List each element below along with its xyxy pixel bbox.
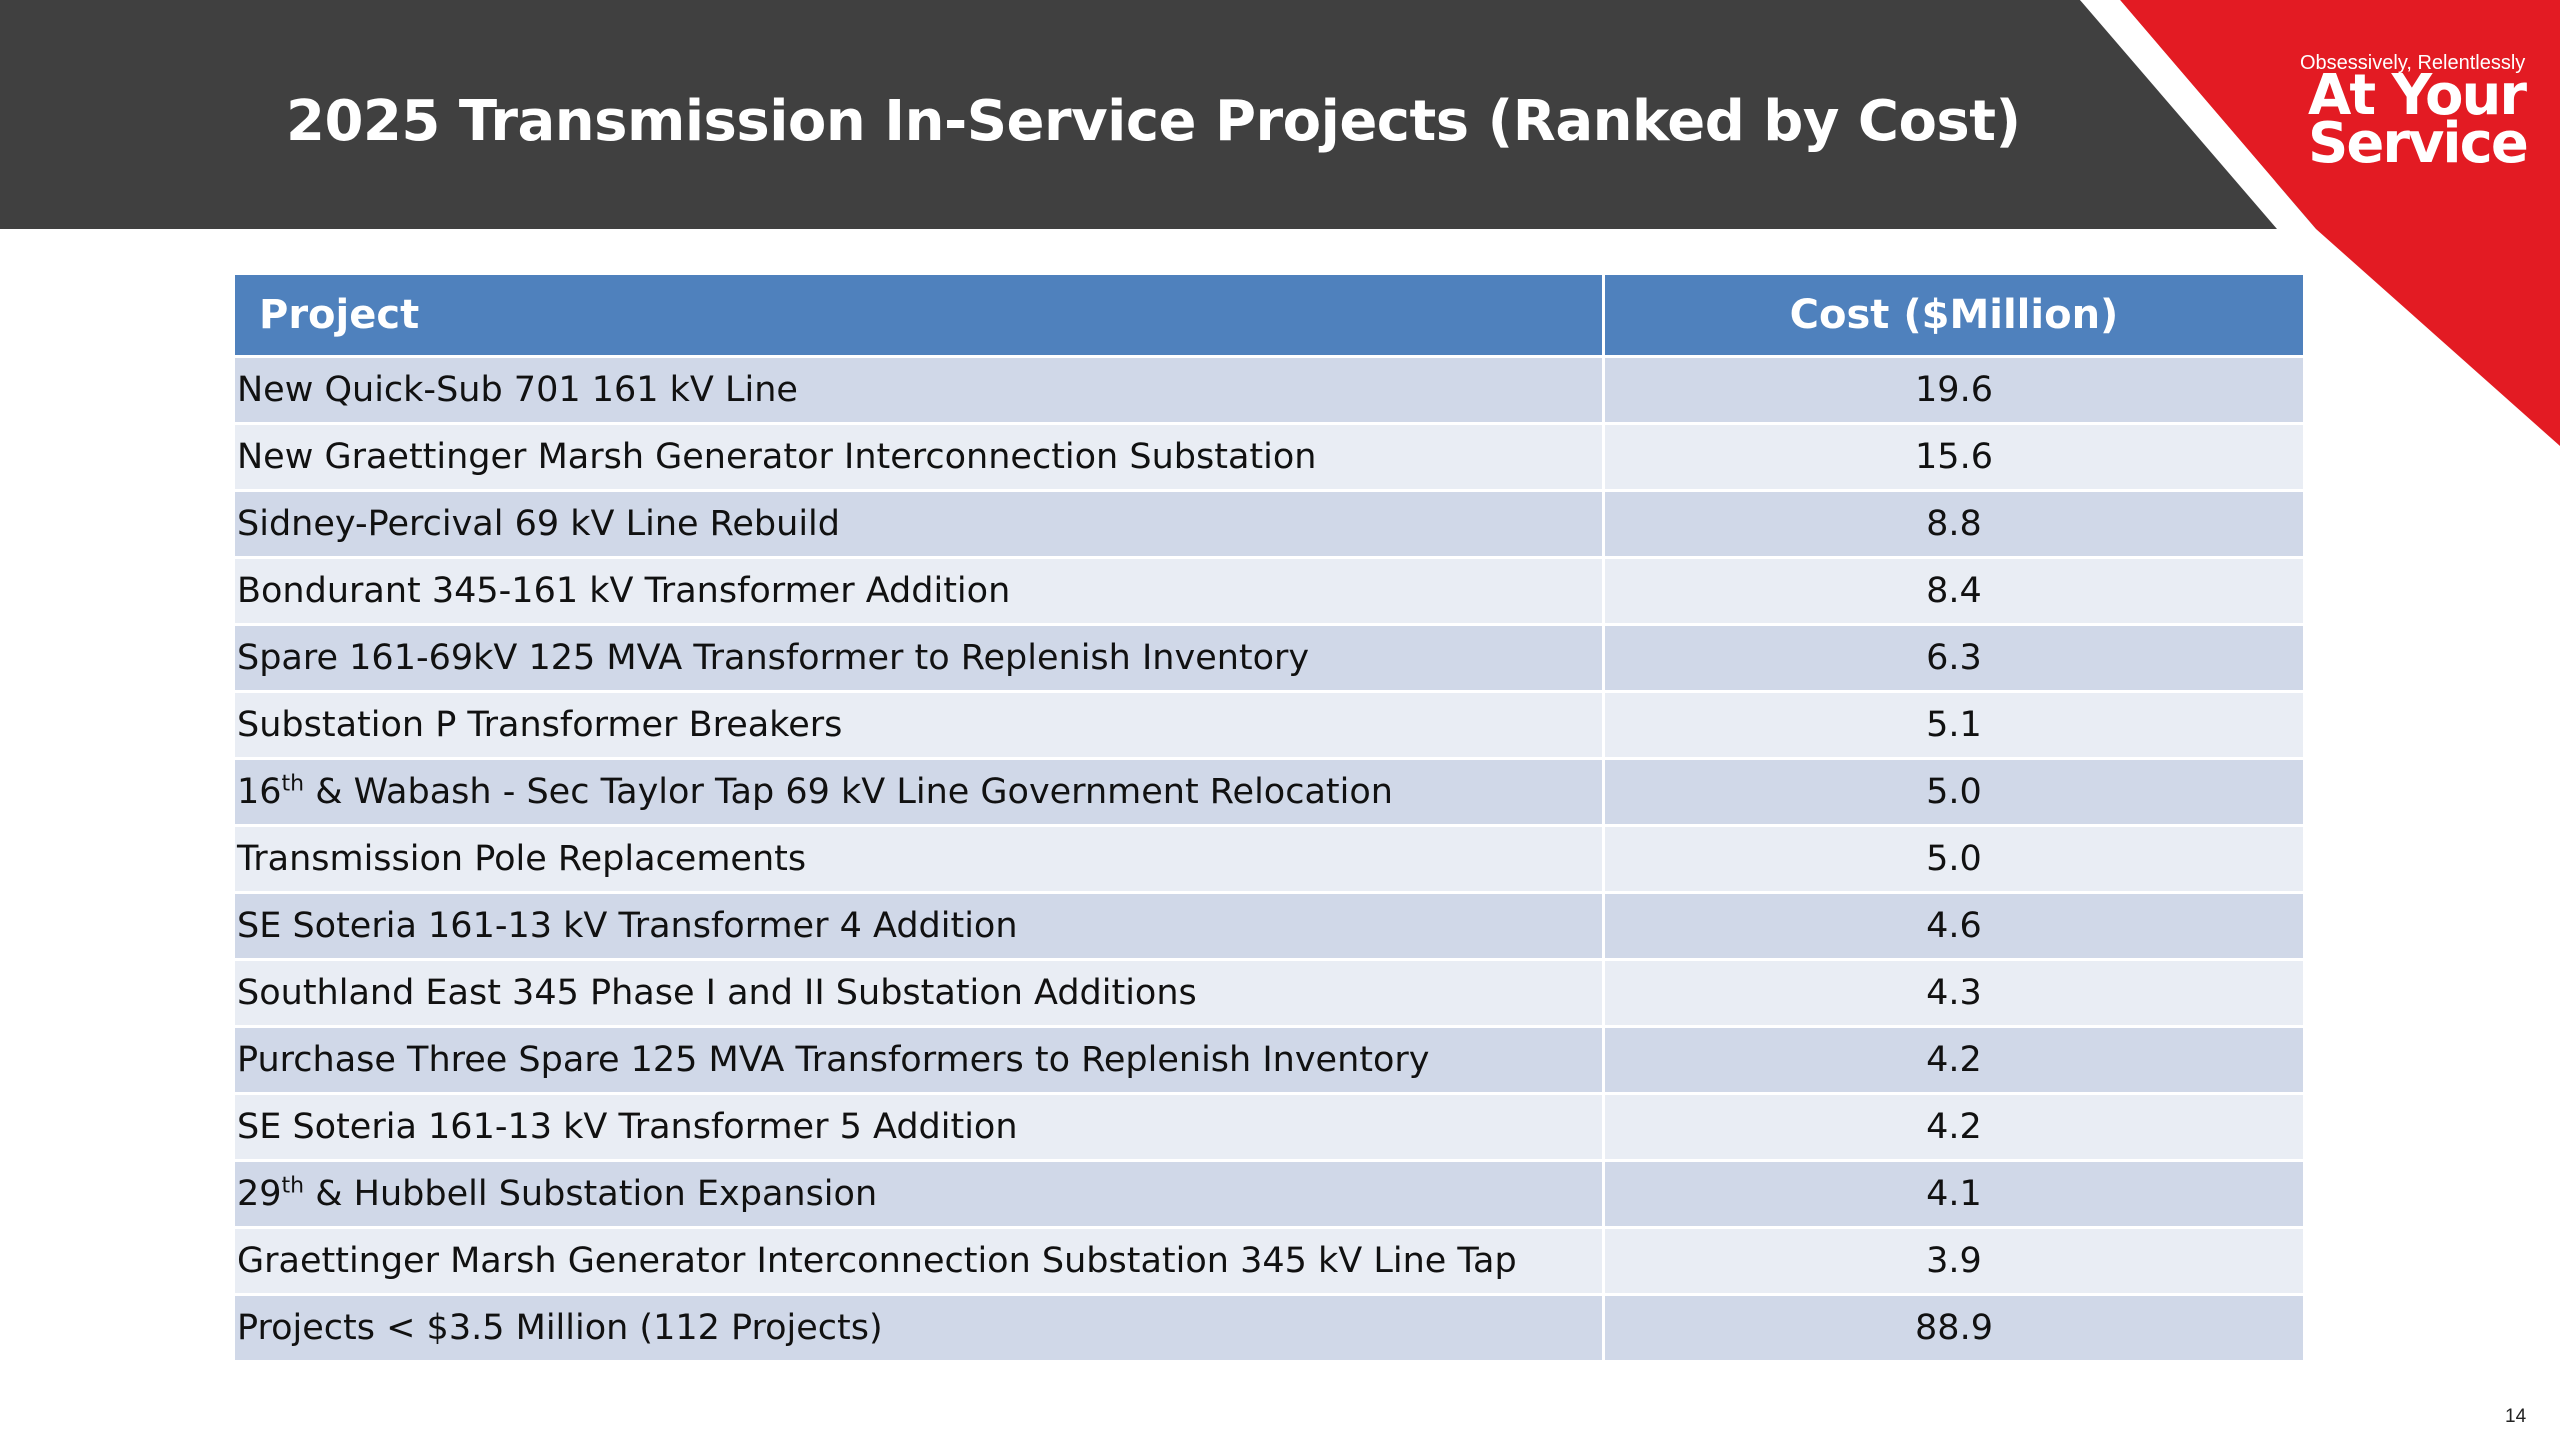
table-row: Southland East 345 Phase I and II Substa… [235,961,2303,1025]
table-header-row: Project Cost ($Million) [235,275,2303,355]
project-name: SE Soteria 161-13 kV Transformer 5 Addit… [235,1095,1605,1159]
brand-logo-text: At Your Service [2308,63,2529,176]
brand-name-line1: At Your [2308,63,2527,128]
table-row: Sidney-Percival 69 kV Line Rebuild 8.8 [235,492,2303,556]
page-number: 14 [2505,1406,2527,1427]
project-name: New Quick-Sub 701 161 kV Line [235,358,1605,422]
table-row: SE Soteria 161-13 kV Transformer 4 Addit… [235,894,2303,958]
project-name-rest: & Hubbell Substation Expansion [304,1174,878,1214]
project-name: Projects < $3.5 Million (112 Projects) [235,1296,1605,1360]
brand-accent-shape [2080,0,2560,446]
project-cost: 5.1 [1605,693,2303,757]
project-name: SE Soteria 161-13 kV Transformer 4 Addit… [235,894,1605,958]
project-cost: 4.6 [1605,894,2303,958]
table-row: Transmission Pole Replacements 5.0 [235,827,2303,891]
project-cost: 5.0 [1605,760,2303,824]
brand-tagline: Obsessively, Relentlessly [2300,52,2526,74]
header-project: Project [235,275,1605,355]
project-name: Southland East 345 Phase I and II Substa… [235,961,1605,1025]
project-name: 29th & Hubbell Substation Expansion [235,1162,1605,1226]
project-cost: 4.1 [1605,1162,2303,1226]
projects-cost-table: Project Cost ($Million) New Quick-Sub 70… [235,272,2303,1363]
project-cost: 3.9 [1605,1229,2303,1293]
project-cost: 4.2 [1605,1028,2303,1092]
project-cost: 5.0 [1605,827,2303,891]
project-name-number: 16 [237,772,282,812]
table-row: New Quick-Sub 701 161 kV Line 19.6 [235,358,2303,422]
table-row: Bondurant 345-161 kV Transformer Additio… [235,559,2303,623]
ordinal-suffix: th [281,771,305,797]
project-name: Transmission Pole Replacements [235,827,1605,891]
header-cost: Cost ($Million) [1605,275,2303,355]
table-row: Purchase Three Spare 125 MVA Transformer… [235,1028,2303,1092]
project-name: Purchase Three Spare 125 MVA Transformer… [235,1028,1605,1092]
table-row: 29th & Hubbell Substation Expansion 4.1 [235,1162,2303,1226]
project-cost: 88.9 [1605,1296,2303,1360]
project-name-number: 29 [237,1174,282,1214]
project-name: Bondurant 345-161 kV Transformer Additio… [235,559,1605,623]
project-cost: 8.4 [1605,559,2303,623]
project-name-rest: & Wabash - Sec Taylor Tap 69 kV Line Gov… [304,772,1393,812]
table-row: Spare 161-69kV 125 MVA Transformer to Re… [235,626,2303,690]
table-row: Projects < $3.5 Million (112 Projects) 8… [235,1296,2303,1360]
table-row: New Graettinger Marsh Generator Intercon… [235,425,2303,489]
project-name: New Graettinger Marsh Generator Intercon… [235,425,1605,489]
project-name: 16th & Wabash - Sec Taylor Tap 69 kV Lin… [235,760,1605,824]
project-name: Sidney-Percival 69 kV Line Rebuild [235,492,1605,556]
project-name: Graettinger Marsh Generator Interconnect… [235,1229,1605,1293]
project-cost: 8.8 [1605,492,2303,556]
project-name: Substation P Transformer Breakers [235,693,1605,757]
ordinal-suffix: th [281,1173,305,1199]
table-row: Graettinger Marsh Generator Interconnect… [235,1229,2303,1293]
table-row: Substation P Transformer Breakers 5.1 [235,693,2303,757]
project-cost: 19.6 [1605,358,2303,422]
project-cost: 4.3 [1605,961,2303,1025]
project-name: Spare 161-69kV 125 MVA Transformer to Re… [235,626,1605,690]
project-cost: 15.6 [1605,425,2303,489]
project-cost: 6.3 [1605,626,2303,690]
slide-title: 2025 Transmission In-Service Projects (R… [286,89,2021,154]
table-row: 16th & Wabash - Sec Taylor Tap 69 kV Lin… [235,760,2303,824]
project-cost: 4.2 [1605,1095,2303,1159]
table-row: SE Soteria 161-13 kV Transformer 5 Addit… [235,1095,2303,1159]
brand-name-line2: Service [2308,111,2529,176]
